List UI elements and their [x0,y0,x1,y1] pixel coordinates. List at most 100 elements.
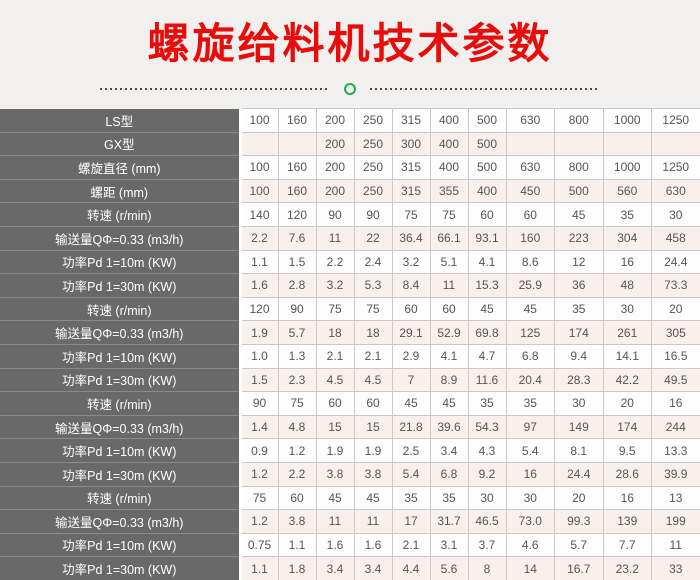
table-cell: 22 [353,225,393,251]
spec-table: LS型 100 160 200 250 315 400 500 630 800 1000 1250 GX… [0,108,700,580]
table-row: 功率Pd 1=10m (KW) 0.9 1.2 1.9 1.9 2.5 3.4 4.3 5.4 8… [0,438,700,463]
table-cell: 7.7 [602,532,652,558]
table-cell: 6.8 [505,343,555,369]
row-header: 转速 (r/min) [0,486,242,511]
table-cell: 200 [315,155,355,180]
table-cell: 149 [554,414,604,440]
row-header: 转速 (r/min) [0,391,242,416]
spec-table-body: LS型 100 160 200 250 315 400 500 630 800 1000 1250 GX… [0,108,700,580]
dotted-line-right [370,88,600,90]
table-cell: 16 [651,391,700,416]
table-cell: 2.2 [239,225,279,251]
table-cell: 2.4 [353,249,393,275]
table-cell: 75 [315,296,355,322]
table-cell: 30 [554,391,604,416]
table-cell: 16 [602,249,652,275]
table-cell: 6.8 [429,461,469,487]
table-cell: 1.6 [353,532,393,558]
table-cell: 93.1 [467,225,507,251]
table-cell: 45 [467,296,507,322]
table-cell: 45 [353,485,393,511]
table-row: 输送量QΦ=0.33 (m3/h) 2.2 7.6 11 22 36.4 66.1 93.1 1… [0,225,700,251]
table-cell: 11 [651,532,700,558]
table-cell [602,131,652,157]
table-cell: 1.5 [239,367,279,393]
table-cell [651,131,700,157]
table-cell: 174 [602,414,652,440]
table-cell [554,131,604,157]
table-row: 螺距 (mm) 100 160 200 250 315 355 400 450 500 560 630 [0,178,700,204]
table-cell: 60 [277,485,317,511]
table-cell: 17 [391,509,431,534]
table-cell: 15 [315,414,355,440]
table-cell: 45 [554,202,604,227]
table-cell: 160 [277,178,317,204]
table-row: 螺旋直径 (mm) 100 160 200 250 315 400 500 630 800 1000… [0,155,700,180]
table-cell: 3.2 [315,273,355,298]
row-header: 输送量QΦ=0.33 (m3/h) [0,509,242,534]
table-cell: 1.1 [239,249,279,275]
table-row: 转速 (r/min) 75 60 45 45 35 35 30 30 20 16 13 [0,485,700,511]
table-cell: 73.3 [651,273,700,298]
table-cell: 0.9 [239,438,279,463]
table-row: 功率Pd 1=10m (KW) 0.75 1.1 1.6 1.6 2.1 3.1 3.7 4.6… [0,532,700,558]
table-cell: 21.8 [391,414,431,440]
table-cell: 3.4 [315,556,355,580]
row-header: 功率Pd 1=10m (KW) [0,438,242,463]
table-cell: 28.6 [602,461,652,487]
table-cell: 100 [239,178,279,204]
table-cell: 315 [391,178,431,204]
table-cell: 400 [467,178,507,204]
table-cell: 25.9 [505,273,555,298]
table-cell: 33 [651,556,700,580]
table-cell: 5.3 [353,273,393,298]
table-row: 输送量QΦ=0.33 (m3/h) 1.9 5.7 18 18 29.1 52.9 69.8 1… [0,320,700,345]
table-cell: 15.3 [467,273,507,298]
table-cell: 45 [429,391,469,416]
table-cell: 13 [651,485,700,511]
table-cell: 66.1 [429,225,469,251]
table-cell: 250 [353,131,393,157]
table-row: 转速 (r/min) 90 75 60 60 45 45 35 35 30 20 16 [0,391,700,416]
table-cell: 52.9 [429,320,469,345]
table-cell: 54.3 [467,414,507,440]
table-cell: 8.4 [391,273,431,298]
table-cell: 5.7 [277,320,317,345]
table-cell: 139 [602,509,652,534]
table-row: 转速 (r/min) 120 90 75 75 60 60 45 45 35 30 20 [0,296,700,322]
table-cell: 2.2 [315,249,355,275]
table-cell: 100 [239,108,279,133]
table-cell: 8.9 [429,367,469,393]
table-cell: 7.6 [277,225,317,251]
table-cell: 42.2 [602,367,652,393]
table-cell [239,131,279,157]
table-cell: 500 [554,178,604,204]
table-row: 输送量QΦ=0.33 (m3/h) 1.4 4.8 15 15 21.8 39.6 54.3 9… [0,414,700,440]
table-cell: 120 [277,202,317,227]
table-cell: 90 [239,391,279,416]
row-header: 输送量QΦ=0.33 (m3/h) [0,415,242,440]
table-cell: 2.9 [391,343,431,369]
table-cell: 200 [315,131,355,157]
table-cell: 60 [353,391,393,416]
table-cell: 30 [651,202,700,227]
table-cell: 73.0 [505,509,555,534]
row-header: 功率Pd 1=30m (KW) [0,368,242,393]
table-cell: 35 [554,296,604,322]
table-cell: 2.1 [315,343,355,369]
row-header: 功率Pd 1=10m (KW) [0,533,242,558]
table-cell: 16.5 [651,343,700,369]
table-cell: 3.8 [353,461,393,487]
table-cell: 160 [505,225,555,251]
table-cell: 2.2 [277,461,317,487]
table-cell: 18 [315,320,355,345]
dotted-line-left [100,88,330,90]
row-header: 螺距 (mm) [0,179,242,204]
table-cell: 1250 [651,108,700,133]
row-header: 功率Pd 1=10m (KW) [0,344,242,369]
table-cell: 45 [391,391,431,416]
table-cell: 14.1 [602,343,652,369]
row-header: LS型 [0,108,242,133]
table-cell: 244 [651,414,700,440]
